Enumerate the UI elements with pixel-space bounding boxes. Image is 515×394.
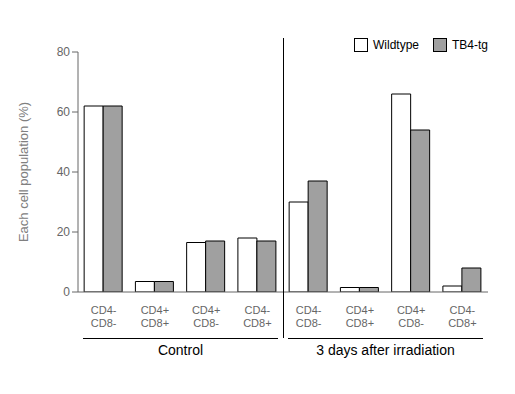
svg-text:20: 20 — [57, 225, 71, 239]
svg-text:0: 0 — [63, 285, 70, 299]
svg-text:CD4+CD8+: CD4+CD8+ — [346, 304, 374, 329]
html-text:3 days after irradiation: 3 days after irradiation — [316, 342, 455, 358]
html-text:Control: Control — [157, 342, 204, 358]
svg-text:CD4+CD8-: CD4+CD8- — [192, 304, 220, 329]
svg-text:Each cell population (%): Each cell population (%) — [16, 102, 31, 242]
svg-text:CD4-CD8+: CD4-CD8+ — [448, 304, 476, 329]
svg-text:CD4-CD8-: CD4-CD8- — [91, 304, 117, 329]
svg-text:CD4+CD8+: CD4+CD8+ — [141, 304, 169, 329]
svg-text:CD4-CD8+: CD4-CD8+ — [243, 304, 271, 329]
svg-text:CD4-CD8-: CD4-CD8- — [296, 304, 322, 329]
svg-text:CD4+CD8-: CD4+CD8- — [397, 304, 425, 329]
html-text:Wildtype: Wildtype — [373, 38, 419, 52]
svg-text:80: 80 — [57, 45, 71, 59]
html-text:TB4-tg: TB4-tg — [452, 38, 488, 52]
svg-text:40: 40 — [57, 165, 71, 179]
svg-text:60: 60 — [57, 105, 71, 119]
